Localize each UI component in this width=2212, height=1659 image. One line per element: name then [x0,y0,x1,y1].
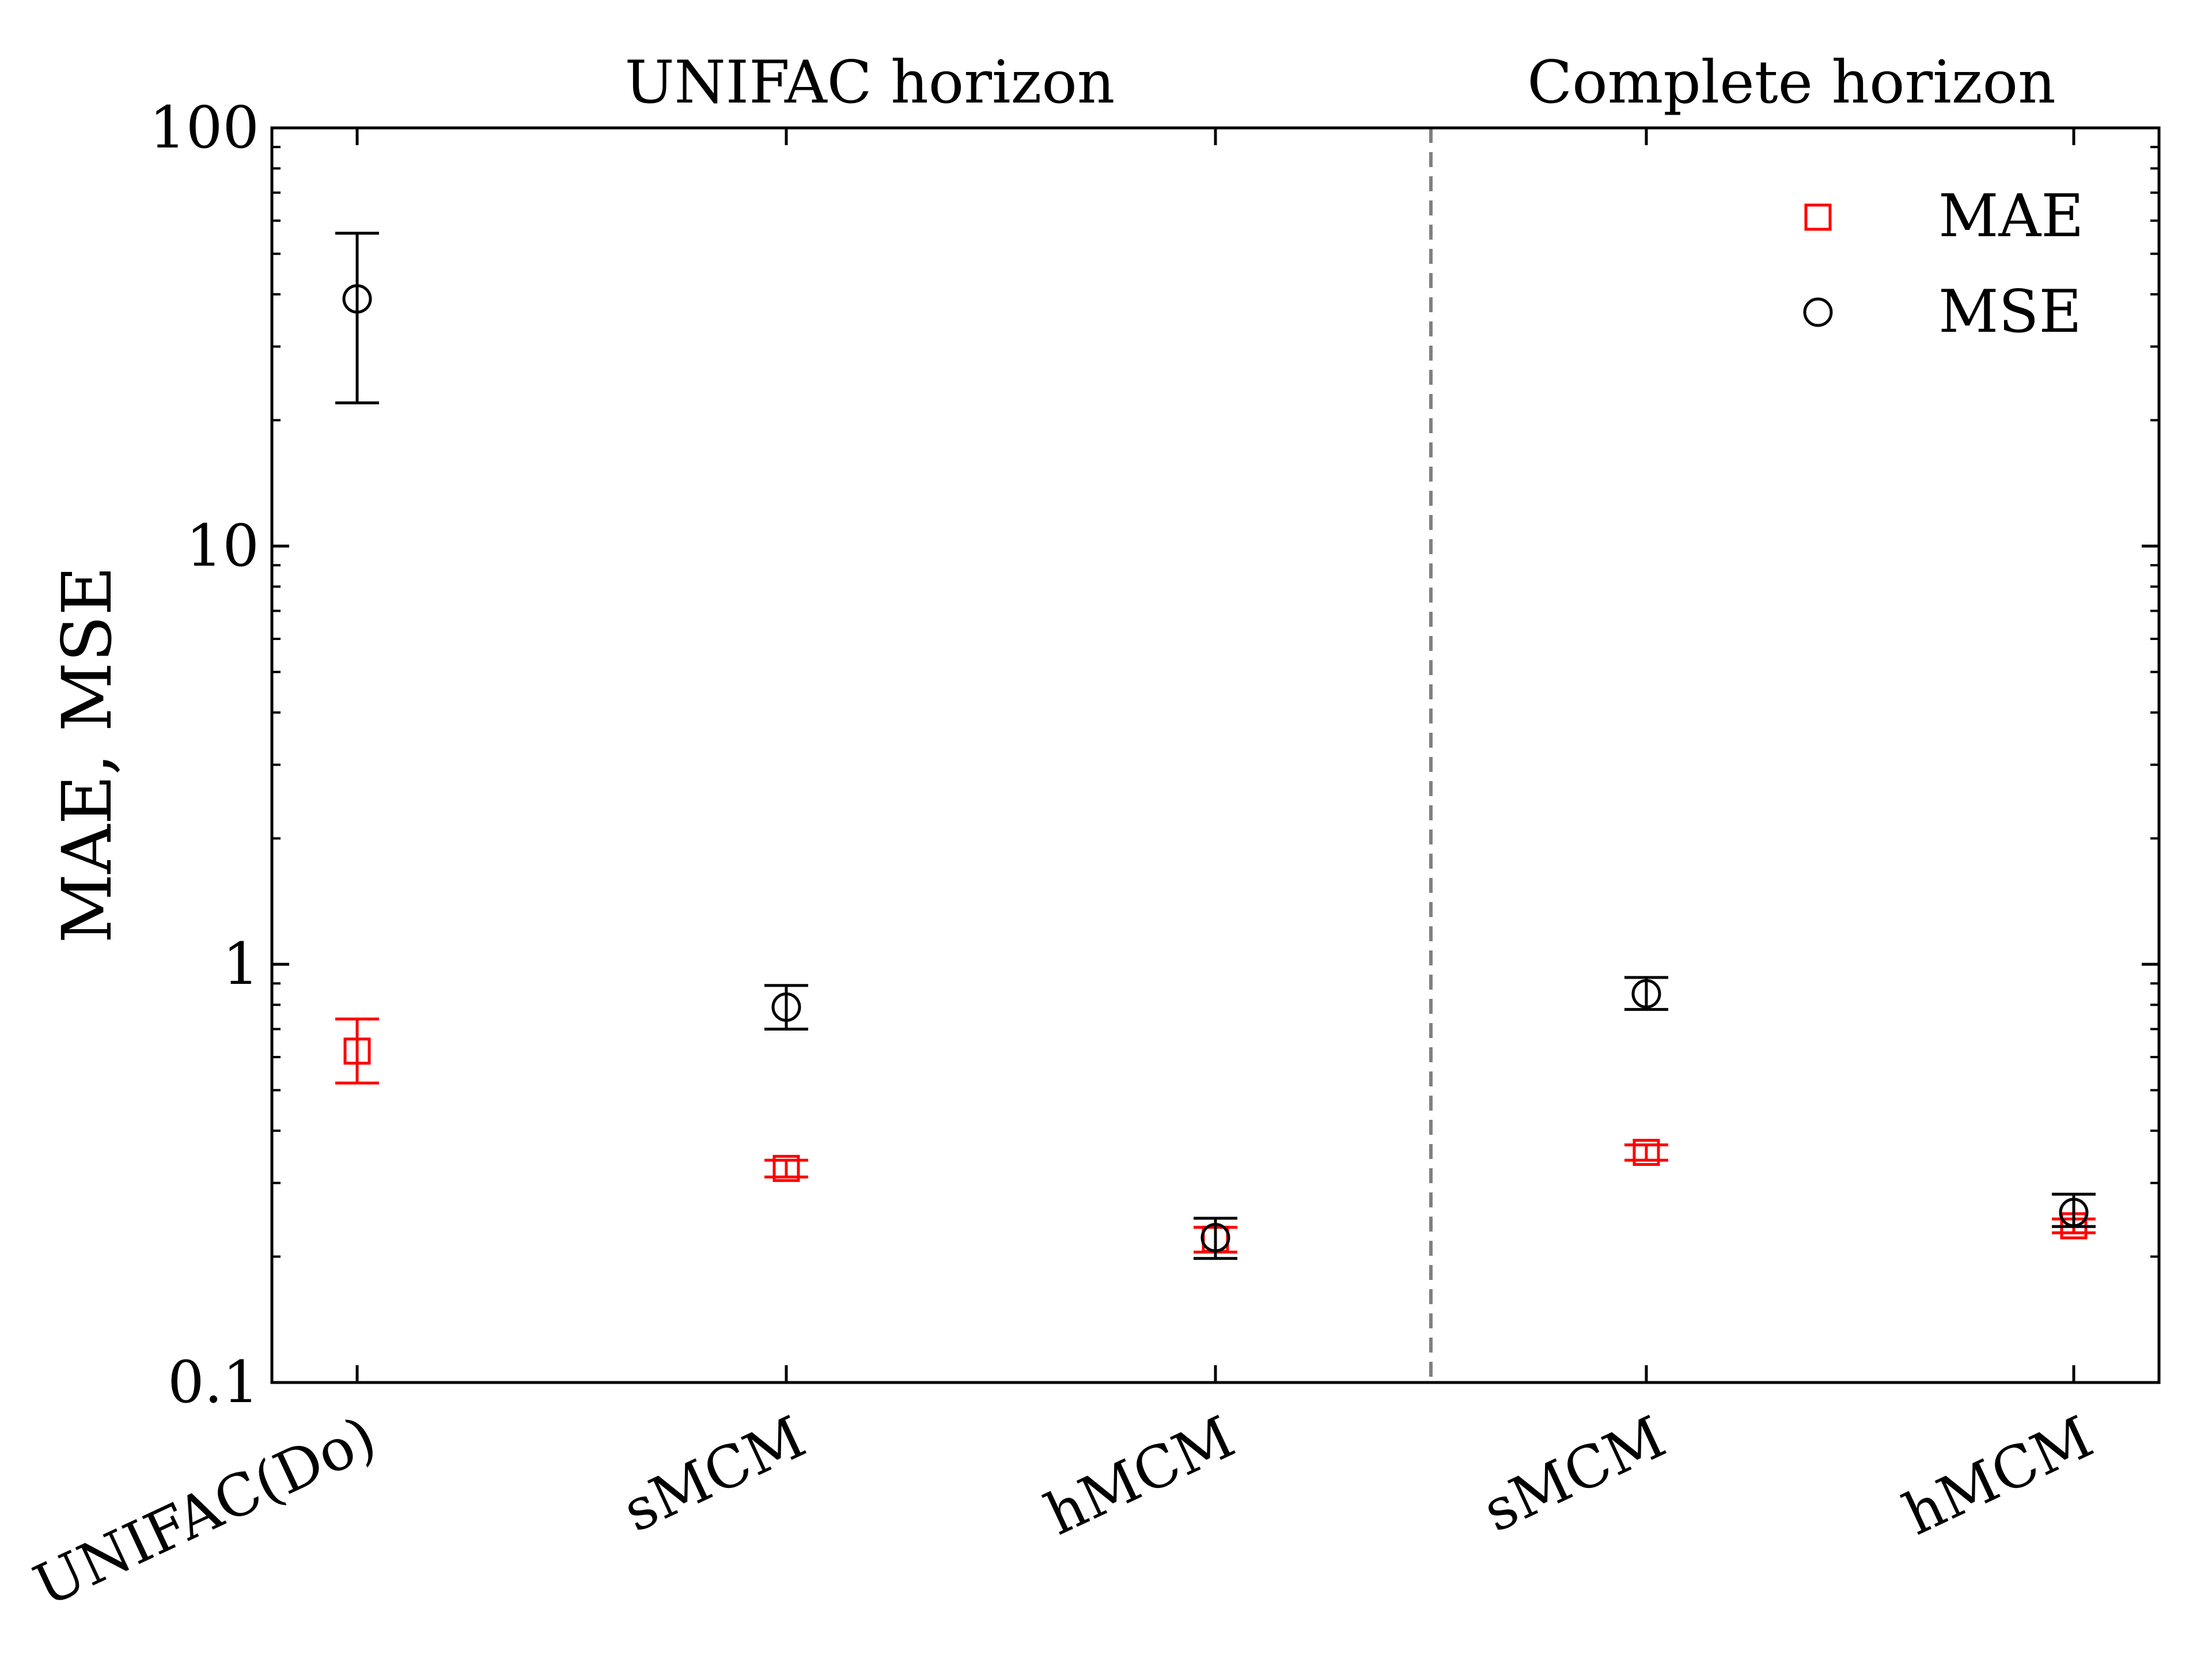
mse-point [1194,1217,1237,1260]
mae-marker [343,1037,371,1065]
plot-frame [270,126,2161,1384]
y-tick-label: 100 [149,94,259,161]
legend-mae-marker [1804,203,1832,231]
mse-marker [771,992,801,1022]
mse-point [2052,1192,2096,1228]
y-axis-label: MAE, MSE [47,566,127,944]
legend: MAE MSE [1803,182,2084,346]
mse-marker [1631,979,1661,1009]
mse-point [335,232,379,404]
legend-mae-label: MAE [1938,182,2084,251]
mae-marker [772,1154,800,1182]
mae-point [335,1017,379,1085]
group-label-complete-horizon: Complete horizon [1527,48,2056,117]
group-label-unifac-horizon: UNIFAC horizon [625,48,1115,117]
mse-marker [342,284,372,314]
legend-mse-marker [1803,297,1833,327]
y-tick-labels: 0.1 1 10 100 [149,94,259,1416]
mae-point [1624,1139,1668,1166]
mae-point [764,1154,808,1182]
legend-mse-label: MSE [1938,278,2082,346]
mse-point [764,984,808,1031]
y-tick-label: 1 [222,930,259,998]
mse-point [1624,976,1668,1011]
mse-marker [1200,1223,1230,1253]
y-tick-label: 0.1 [168,1349,259,1416]
data-marks [335,232,2096,1260]
mae-marker [1633,1139,1660,1166]
y-tick-label: 10 [186,512,259,579]
mse-marker [2059,1198,2089,1228]
